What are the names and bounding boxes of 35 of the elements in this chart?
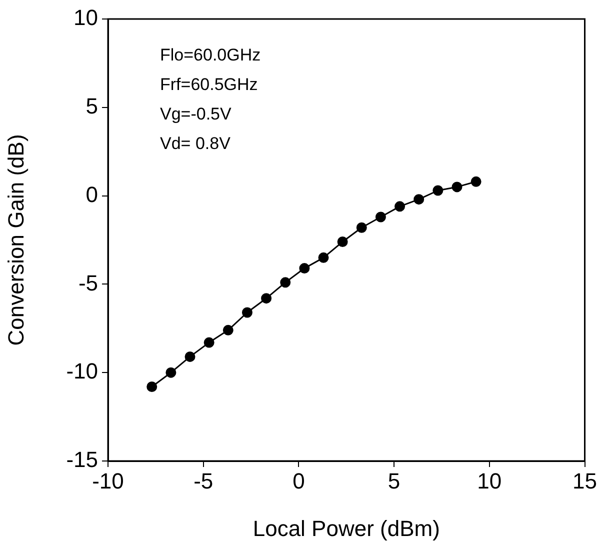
point bbox=[204, 337, 214, 348]
y-axis-title: Conversion Gain (dB) bbox=[3, 134, 28, 346]
x-tick-label: 5 bbox=[388, 468, 400, 494]
y-tick-label: 0 bbox=[86, 182, 98, 207]
annotation: Vd= 0.8V bbox=[160, 134, 232, 154]
annotation: Flo=60.0GHz bbox=[160, 46, 261, 65]
point bbox=[432, 185, 444, 196]
point bbox=[299, 263, 310, 274]
point bbox=[146, 381, 158, 392]
point bbox=[261, 293, 272, 304]
point bbox=[280, 277, 291, 288]
x-axis-title: Local Power (dBm) bbox=[252, 516, 440, 541]
point bbox=[394, 201, 406, 212]
annotation: Vg=-0.5V bbox=[160, 104, 232, 124]
x-tick-label: 10 bbox=[477, 468, 502, 494]
point bbox=[166, 367, 176, 378]
x-tick-label: 15 bbox=[572, 468, 598, 494]
x-tick-label: 0 bbox=[292, 468, 305, 494]
point bbox=[222, 324, 234, 336]
annotation: Frf=60.5GHz bbox=[160, 75, 258, 94]
y-tick-label: 10 bbox=[74, 5, 98, 30]
point bbox=[356, 222, 367, 233]
y-tick-label: 5 bbox=[86, 93, 98, 118]
point bbox=[470, 176, 482, 187]
point bbox=[184, 351, 196, 362]
point bbox=[414, 194, 424, 205]
y-tick-label: -15 bbox=[66, 447, 98, 472]
point bbox=[337, 236, 348, 248]
point bbox=[375, 212, 386, 222]
y-tick-label: -5 bbox=[78, 270, 98, 296]
point bbox=[318, 252, 329, 263]
y-tick-label: -10 bbox=[66, 358, 98, 384]
point bbox=[242, 307, 252, 318]
x-tick-label: -5 bbox=[194, 468, 214, 494]
point bbox=[452, 182, 462, 192]
